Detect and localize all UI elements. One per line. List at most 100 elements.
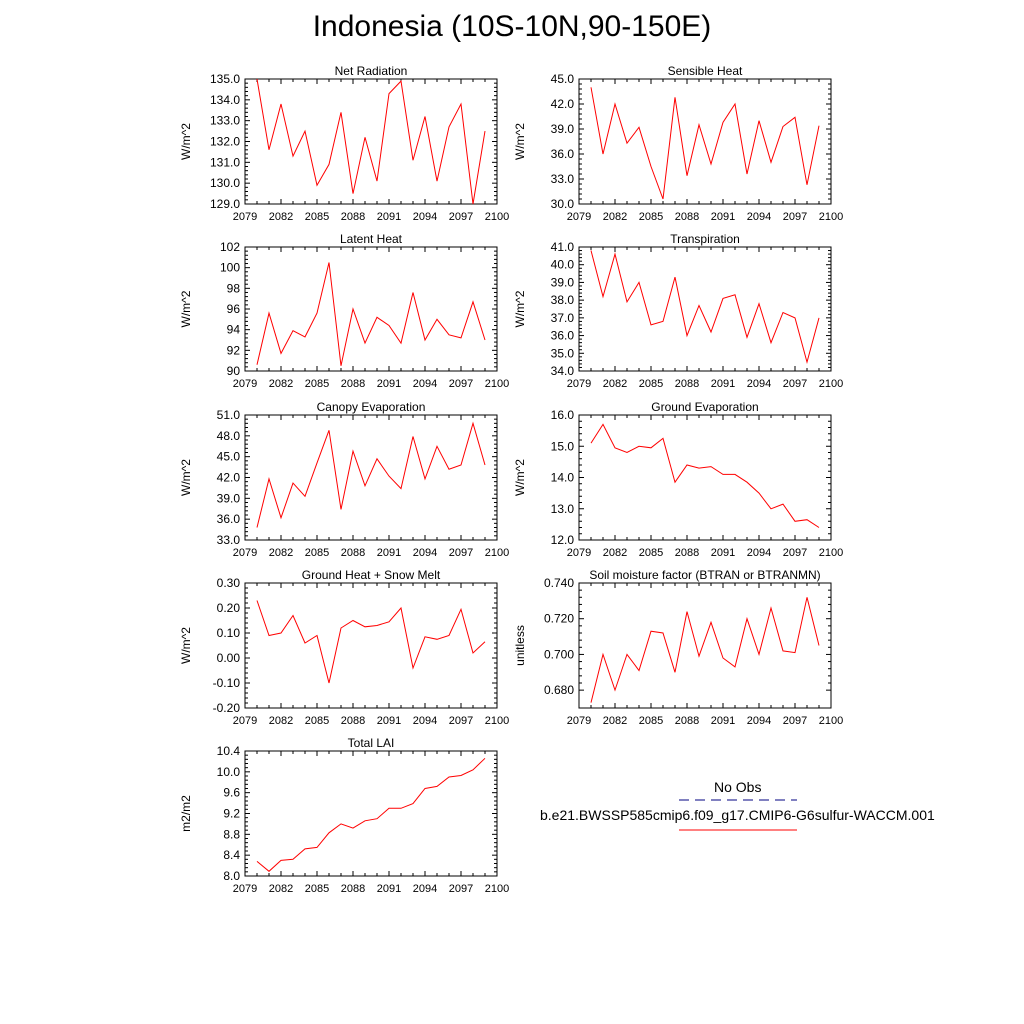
y-axis-label: W/m^2 [513, 123, 527, 160]
y-tick-label: 96 [227, 302, 241, 316]
x-tick-label: 2079 [233, 211, 257, 223]
x-tick-label: 2091 [711, 211, 735, 223]
x-tick-label: 2079 [233, 547, 257, 559]
panel-ground-heat-snow-melt: 2079 2082 2085 2088 2091 2094 2097 2100 0.30 0.20… [179, 568, 509, 727]
panel-title: Ground Heat + Snow Melt [302, 568, 441, 582]
y-tick-label: 12.0 [551, 533, 575, 547]
y-tick-label: 130.0 [210, 176, 240, 190]
x-tick-label: 2088 [341, 378, 365, 390]
y-tick-label: 0.00 [217, 651, 241, 665]
x-tick-label: 2091 [711, 715, 735, 727]
y-tick-label: 36.0 [217, 512, 241, 526]
y-axis-label: W/m^2 [513, 290, 527, 327]
y-tick-label: -0.20 [213, 701, 241, 715]
y-tick-label: 36.0 [551, 147, 575, 161]
legend-obs-label: No Obs [714, 779, 762, 795]
x-tick-label: 2079 [567, 715, 591, 727]
x-tick-label: 2082 [269, 547, 293, 559]
y-tick-label: 9.2 [223, 807, 240, 821]
x-tick-label: 2079 [567, 378, 591, 390]
panel-ground-evaporation: 2079 2082 2085 2088 2091 2094 2097 2100 16.0 15.0… [513, 400, 843, 559]
y-tick-label: 0.680 [544, 683, 574, 697]
y-tick-label: 13.0 [551, 502, 575, 516]
x-tick-label: 2082 [269, 378, 293, 390]
y-tick-label: 8.0 [223, 869, 240, 883]
y-tick-label: 48.0 [217, 429, 241, 443]
x-tick-label: 2094 [413, 378, 437, 390]
x-tick-label: 2085 [305, 715, 329, 727]
y-tick-label: 134.0 [210, 93, 240, 107]
x-tick-label: 2088 [675, 378, 699, 390]
x-tick-label: 2100 [819, 211, 843, 223]
plot-frame [578, 414, 832, 541]
x-tick-label: 2100 [485, 547, 509, 559]
x-tick-label: 2091 [711, 547, 735, 559]
y-tick-label: 39.0 [217, 491, 241, 505]
plot-frame [244, 414, 498, 541]
x-tick-label: 2091 [377, 715, 401, 727]
x-tick-label: 2097 [783, 715, 807, 727]
panel-canopy-evaporation: 2079 2082 2085 2088 2091 2094 2097 2100 51.0 48.0… [179, 400, 509, 559]
y-tick-label: 0.30 [217, 576, 241, 590]
x-tick-label: 2082 [603, 547, 627, 559]
series-line [590, 87, 820, 200]
x-tick-label: 2094 [413, 883, 437, 895]
y-tick-label: 132.0 [210, 135, 240, 149]
x-tick-label: 2097 [449, 715, 473, 727]
x-tick-label: 2097 [783, 547, 807, 559]
y-tick-label: 0.700 [544, 647, 574, 661]
x-tick-label: 2091 [377, 883, 401, 895]
panel-latent-heat: 2079 2082 2085 2088 2091 2094 2097 2100 102 100 98… [179, 232, 509, 390]
y-tick-label: 92 [227, 343, 241, 357]
y-axis-label: W/m^2 [179, 459, 193, 496]
x-tick-label: 2094 [747, 715, 771, 727]
x-tick-label: 2082 [603, 715, 627, 727]
x-tick-label: 2094 [413, 547, 437, 559]
x-tick-label: 2094 [747, 547, 771, 559]
x-tick-label: 2094 [747, 211, 771, 223]
x-tick-label: 2097 [449, 378, 473, 390]
y-tick-label: 45.0 [217, 450, 241, 464]
x-tick-label: 2100 [485, 715, 509, 727]
x-tick-label: 2082 [269, 883, 293, 895]
y-tick-label: 16.0 [551, 408, 575, 422]
plot-frame [578, 582, 832, 709]
y-tick-label: 34.0 [551, 364, 575, 378]
panel-title: Net Radiation [335, 64, 408, 78]
panel-title: Latent Heat [340, 232, 403, 246]
x-tick-label: 2100 [819, 378, 843, 390]
x-tick-label: 2082 [603, 211, 627, 223]
x-tick-label: 2085 [305, 211, 329, 223]
x-tick-label: 2085 [305, 547, 329, 559]
y-tick-label: 0.740 [544, 576, 574, 590]
x-tick-label: 2082 [603, 378, 627, 390]
x-tick-label: 2094 [413, 211, 437, 223]
series-line [256, 78, 486, 205]
y-tick-label: 10.0 [217, 765, 241, 779]
x-tick-label: 2097 [449, 547, 473, 559]
y-tick-label: 33.0 [551, 172, 575, 186]
y-tick-label: 39.0 [551, 122, 575, 136]
y-tick-label: -0.10 [213, 676, 241, 690]
x-tick-label: 2100 [485, 883, 509, 895]
x-tick-label: 2100 [819, 715, 843, 727]
figure-title: Indonesia (10S-10N,90-150E) [312, 10, 712, 43]
x-tick-label: 2100 [485, 378, 509, 390]
y-axis-label: W/m^2 [179, 627, 193, 664]
y-tick-label: 100 [220, 261, 240, 275]
y-tick-label: 38.0 [551, 293, 575, 307]
y-tick-label: 41.0 [551, 240, 575, 254]
panel-sensible-heat: 2079 2082 2085 2088 2091 2094 2097 2100 45.0 42.0… [513, 64, 843, 223]
y-tick-label: 35.0 [551, 346, 575, 360]
series-line [590, 597, 820, 703]
y-tick-label: 90 [227, 364, 241, 378]
x-tick-label: 2082 [269, 715, 293, 727]
panel-title: Ground Evaporation [651, 400, 758, 414]
x-tick-label: 2085 [639, 211, 663, 223]
y-tick-label: 8.8 [223, 827, 240, 841]
panel-title: Sensible Heat [668, 64, 743, 78]
plot-frame [244, 78, 498, 205]
x-tick-label: 2085 [639, 378, 663, 390]
x-tick-label: 2079 [233, 378, 257, 390]
